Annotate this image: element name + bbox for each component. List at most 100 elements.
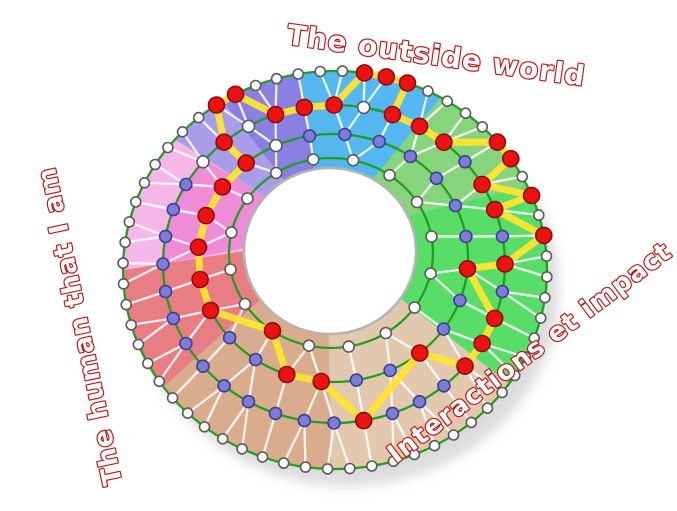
- node-white[interactable]: [198, 420, 211, 433]
- node-purple[interactable]: [268, 406, 283, 421]
- node-white[interactable]: [299, 461, 312, 473]
- node-white[interactable]: [528, 332, 541, 344]
- node-white[interactable]: [365, 460, 378, 472]
- node-purple[interactable]: [458, 155, 472, 169]
- node-white[interactable]: [410, 195, 424, 209]
- node-white[interactable]: [119, 236, 131, 249]
- node-white[interactable]: [241, 192, 254, 205]
- node-red[interactable]: [473, 175, 491, 194]
- node-white[interactable]: [176, 126, 189, 138]
- node-red[interactable]: [215, 133, 233, 151]
- node-white[interactable]: [519, 351, 532, 364]
- node-red[interactable]: [355, 64, 374, 82]
- node-red[interactable]: [312, 372, 331, 391]
- node-white[interactable]: [422, 85, 434, 97]
- node-white[interactable]: [383, 168, 396, 182]
- node-white[interactable]: [356, 100, 371, 115]
- node-white[interactable]: [196, 155, 210, 169]
- node-red[interactable]: [456, 357, 474, 376]
- node-white[interactable]: [346, 154, 360, 167]
- node-red[interactable]: [207, 96, 226, 114]
- node-white[interactable]: [153, 375, 165, 388]
- node-white[interactable]: [269, 138, 283, 153]
- node-white[interactable]: [481, 402, 494, 415]
- node-red[interactable]: [398, 74, 417, 92]
- node-purple[interactable]: [179, 177, 193, 192]
- node-purple[interactable]: [349, 373, 364, 387]
- node-purple[interactable]: [429, 171, 444, 186]
- node-purple[interactable]: [158, 284, 173, 299]
- node-purple[interactable]: [372, 134, 387, 149]
- node-red[interactable]: [266, 105, 285, 124]
- node-white[interactable]: [534, 312, 547, 324]
- node-purple[interactable]: [327, 416, 341, 430]
- node-white[interactable]: [256, 451, 269, 463]
- node-white[interactable]: [387, 455, 400, 468]
- node-red[interactable]: [189, 238, 208, 256]
- node-red[interactable]: [377, 68, 396, 86]
- node-purple[interactable]: [448, 198, 463, 213]
- node-white[interactable]: [408, 448, 421, 461]
- node-white[interactable]: [441, 95, 454, 107]
- node-red[interactable]: [295, 98, 314, 117]
- node-white[interactable]: [249, 79, 262, 92]
- node-white[interactable]: [516, 170, 529, 183]
- node-white[interactable]: [532, 209, 545, 221]
- node-white[interactable]: [130, 196, 142, 208]
- node-red[interactable]: [201, 301, 220, 320]
- node-white[interactable]: [508, 369, 521, 382]
- node-purple[interactable]: [495, 229, 510, 244]
- node-white[interactable]: [238, 297, 252, 311]
- node-white[interactable]: [476, 121, 489, 133]
- node-purple[interactable]: [383, 363, 397, 378]
- node-white[interactable]: [306, 153, 320, 166]
- node-purple[interactable]: [385, 406, 400, 421]
- node-white[interactable]: [270, 72, 283, 85]
- node-purple[interactable]: [241, 394, 256, 409]
- node-white[interactable]: [224, 263, 237, 276]
- node-red[interactable]: [237, 154, 255, 172]
- node-white[interactable]: [149, 158, 161, 171]
- node-white[interactable]: [496, 386, 508, 399]
- node-white[interactable]: [236, 443, 248, 455]
- node-white[interactable]: [302, 339, 316, 353]
- node-white[interactable]: [379, 326, 393, 340]
- node-white[interactable]: [181, 407, 194, 419]
- node-red[interactable]: [410, 344, 429, 362]
- node-purple[interactable]: [297, 413, 312, 428]
- node-purple[interactable]: [337, 127, 352, 142]
- node-purple[interactable]: [495, 284, 510, 299]
- node-white[interactable]: [123, 216, 136, 228]
- node-white[interactable]: [142, 357, 154, 370]
- node-red[interactable]: [197, 206, 215, 225]
- node-purple[interactable]: [403, 149, 418, 164]
- node-purple[interactable]: [196, 359, 210, 374]
- node-red[interactable]: [485, 200, 504, 219]
- node-white[interactable]: [336, 65, 349, 77]
- node-purple[interactable]: [158, 229, 173, 244]
- node-white[interactable]: [125, 319, 137, 331]
- node-white[interactable]: [424, 267, 437, 280]
- node-purple[interactable]: [453, 293, 467, 308]
- node-white[interactable]: [117, 278, 130, 290]
- node-red[interactable]: [354, 411, 373, 430]
- node-white[interactable]: [166, 392, 179, 404]
- node-white[interactable]: [138, 177, 151, 189]
- node-white[interactable]: [321, 463, 334, 475]
- node-white[interactable]: [117, 257, 129, 269]
- node-red[interactable]: [213, 178, 232, 196]
- node-white[interactable]: [465, 416, 478, 429]
- node-purple[interactable]: [166, 311, 181, 326]
- node-red[interactable]: [191, 270, 209, 289]
- node-red[interactable]: [501, 149, 520, 168]
- node-purple[interactable]: [459, 229, 473, 244]
- node-white[interactable]: [539, 291, 551, 304]
- node-white[interactable]: [277, 457, 290, 469]
- node-white[interactable]: [342, 340, 356, 353]
- node-purple[interactable]: [179, 336, 193, 351]
- node-white[interactable]: [120, 298, 132, 311]
- node-white[interactable]: [408, 301, 421, 314]
- node-white[interactable]: [540, 250, 553, 262]
- node-white[interactable]: [314, 65, 327, 78]
- sector-red[interactable]: [123, 251, 261, 387]
